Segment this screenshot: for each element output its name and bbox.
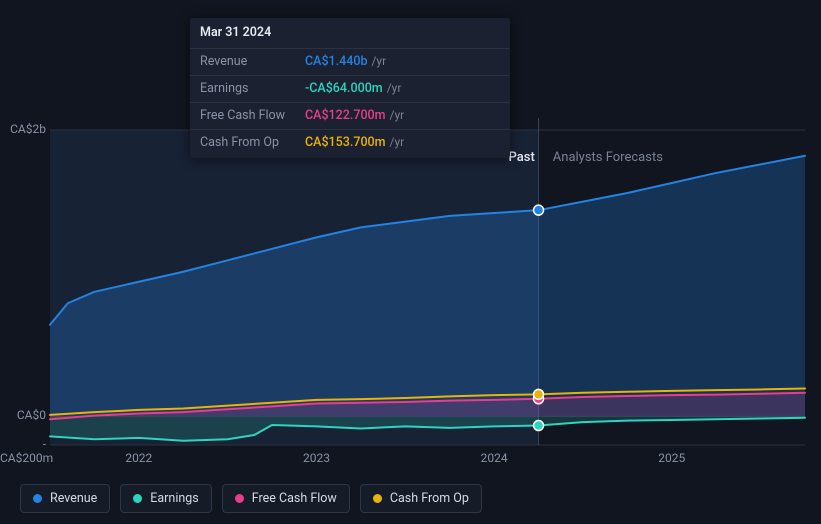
x-tick-label: 2024 (481, 451, 508, 465)
x-tick-label: 2025 (658, 451, 685, 465)
tooltip-row-label: Free Cash Flow (200, 108, 305, 125)
tooltip-row-label: Revenue (200, 54, 305, 71)
tooltip-row-value: -CA$64.000m (305, 81, 383, 98)
forecast-label: Analysts Forecasts (553, 150, 663, 165)
y-tick-label: CA$0 (0, 408, 46, 422)
legend-item-earnings[interactable]: Earnings (120, 484, 211, 513)
tooltip-row: Free Cash FlowCA$122.700m/yr (190, 103, 510, 130)
tooltip-row: Cash From OpCA$153.700m/yr (190, 130, 510, 159)
tooltip-row-unit: /yr (387, 80, 402, 96)
chart-legend: Revenue Earnings Free Cash Flow Cash From O… (20, 484, 482, 513)
legend-item-label: Free Cash Flow (252, 491, 337, 506)
tooltip-row: RevenueCA$1.440b/yr (190, 49, 510, 76)
x-tick-label: 2022 (125, 451, 152, 465)
chart-tooltip: Mar 31 2024 RevenueCA$1.440b/yrEarnings-… (190, 18, 510, 158)
section-labels: Past Analysts Forecasts (509, 150, 663, 165)
tooltip-row-label: Cash From Op (200, 135, 305, 152)
legend-item-label: Revenue (50, 491, 97, 506)
legend-item-label: Cash From Op (390, 491, 469, 506)
tooltip-row-value: CA$1.440b (305, 54, 367, 71)
tooltip-row-unit: /yr (390, 107, 405, 123)
legend-dot-icon (235, 494, 244, 503)
tooltip-date: Mar 31 2024 (190, 18, 510, 49)
tooltip-row-unit: /yr (390, 134, 405, 150)
past-label: Past (509, 150, 535, 165)
y-tick-label: CA$2b (0, 122, 46, 136)
legend-item-cash-from-op[interactable]: Cash From Op (360, 484, 482, 513)
tooltip-row: Earnings-CA$64.000m/yr (190, 76, 510, 103)
x-tick-label: 2023 (303, 451, 330, 465)
tooltip-row-label: Earnings (200, 81, 305, 98)
legend-item-free-cash-flow[interactable]: Free Cash Flow (222, 484, 350, 513)
y-tick-label: -CA$200m (0, 437, 46, 465)
legend-item-label: Earnings (150, 491, 198, 506)
tooltip-row-value: CA$122.700m (305, 108, 386, 125)
legend-dot-icon (373, 494, 382, 503)
legend-item-revenue[interactable]: Revenue (20, 484, 110, 513)
legend-dot-icon (133, 494, 142, 503)
legend-dot-icon (33, 494, 42, 503)
tooltip-row-value: CA$153.700m (305, 135, 386, 152)
tooltip-row-unit: /yr (371, 53, 386, 69)
